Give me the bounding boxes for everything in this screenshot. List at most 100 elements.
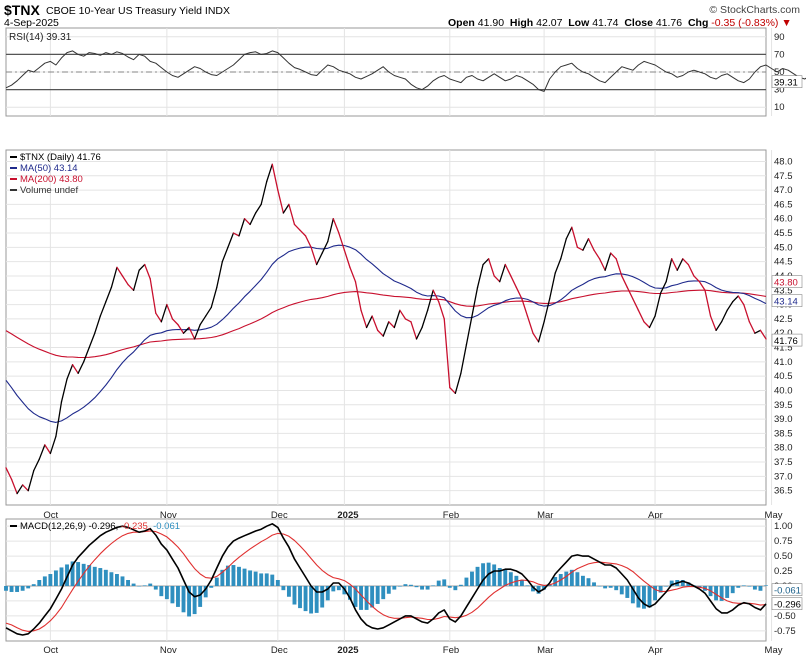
chg-label: Chg <box>687 17 709 29</box>
price-segment <box>121 275 129 286</box>
macd-histogram-bar <box>614 585 619 591</box>
price-segment <box>66 364 74 380</box>
price-segment <box>144 263 151 280</box>
price-segment <box>382 321 390 337</box>
macd-histogram-bar <box>187 585 192 617</box>
macd-histogram-bar <box>592 582 596 586</box>
price-tick-label: 48.0 <box>774 156 793 167</box>
macd-histogram-bar <box>298 585 302 609</box>
macd-histogram-bar <box>31 584 36 586</box>
macd-histogram-bar <box>653 585 657 601</box>
price-segment <box>99 301 107 317</box>
chart-date: 4-Sep-2025 <box>4 17 59 29</box>
macd-legend-part-2: -0.235, <box>121 521 153 532</box>
price-segment <box>27 469 35 492</box>
macd-histogram-bar <box>464 577 469 586</box>
macd-histogram-bar <box>131 583 136 586</box>
price-segment <box>377 329 384 337</box>
price-segment <box>654 292 662 317</box>
price-segment <box>571 226 579 248</box>
price-segment <box>565 226 573 240</box>
price-segment <box>332 218 340 234</box>
macd-histogram-bar <box>425 585 430 590</box>
price-tick-label: 41.5 <box>774 343 793 354</box>
price-segment <box>720 309 728 323</box>
price-segment <box>515 286 523 300</box>
price-segment <box>138 263 146 271</box>
price-segment <box>44 444 52 455</box>
price-segment <box>254 203 262 214</box>
macd-histogram-bar <box>536 585 541 594</box>
macd-histogram-bar <box>248 570 253 586</box>
macd-histogram-bar <box>220 569 225 586</box>
price-segment <box>399 309 407 320</box>
macd-histogram-bar <box>453 585 458 591</box>
price-segment <box>548 272 556 300</box>
chg-down-icon: ▼ <box>781 17 792 29</box>
price-segment <box>55 401 63 437</box>
macd-x-label: Apr <box>648 645 663 656</box>
ma50-line <box>5 244 767 423</box>
price-segment <box>493 275 501 283</box>
price-segment <box>610 252 617 260</box>
macd-histogram-bar <box>542 585 547 590</box>
price-segment <box>582 238 590 251</box>
price-segment <box>754 329 762 334</box>
price-segment <box>205 306 212 317</box>
macd-histogram-bar <box>120 576 125 586</box>
macd-histogram-bar <box>109 572 114 586</box>
price-segment <box>404 318 412 323</box>
ma50-last-value: 43.14 <box>774 297 798 308</box>
symbol-title: $TNX <box>4 2 40 18</box>
macd-histogram-bar <box>569 569 574 586</box>
price-segment <box>748 321 756 334</box>
macd-histogram-bar <box>76 562 81 586</box>
rsi-last-value: 39.31 <box>774 78 798 89</box>
macd-histogram-bar <box>336 585 341 591</box>
price-segment <box>365 315 373 329</box>
price-tick-label: 46.5 <box>774 199 793 210</box>
price-segment <box>310 246 318 266</box>
macd-x-label: Mar <box>537 645 553 656</box>
low-value: 41.74 <box>592 17 619 29</box>
rsi-tick-label: 50 <box>774 67 785 78</box>
macd-histogram-bar <box>531 585 535 592</box>
macd-histogram-bar <box>381 585 386 600</box>
price-segment <box>499 263 506 283</box>
price-segment <box>476 263 484 289</box>
macd-histogram-bar <box>331 585 336 592</box>
price-segment <box>33 458 40 472</box>
macd-tick-label: 1.00 <box>774 521 793 532</box>
macd-histogram-bar <box>137 585 142 587</box>
price-segment <box>482 258 490 266</box>
price-segment <box>698 281 706 291</box>
macd-histogram-bar <box>575 572 580 586</box>
macd-histogram-bar <box>126 580 130 586</box>
price-segment <box>277 189 285 214</box>
price-segment <box>271 163 279 191</box>
price-x-label: Dec <box>271 510 288 521</box>
price-segment <box>410 321 418 340</box>
macd-histogram-bar <box>752 585 757 590</box>
high-label: High <box>509 17 534 29</box>
macd-histogram-bar <box>597 585 602 587</box>
price-segment <box>510 275 518 289</box>
macd-x-label: 2025 <box>337 645 359 656</box>
price-tick-label: 42.5 <box>774 314 793 325</box>
price-segment <box>177 323 185 334</box>
macd-histogram-bar <box>664 585 669 587</box>
low-label: Low <box>568 17 590 29</box>
price-segment <box>360 309 368 329</box>
macd-histogram-bar <box>142 585 147 586</box>
macd-legend-swatch <box>10 525 17 527</box>
macd-histogram-bar <box>170 585 175 604</box>
macd-x-label: Nov <box>160 645 177 656</box>
macd-histogram-bar <box>719 585 724 601</box>
macd-histogram-bar <box>281 585 286 591</box>
price-tick-label: 42.0 <box>774 328 793 339</box>
price-segment <box>83 346 90 363</box>
macd-histogram-bar <box>259 573 264 586</box>
price-segment <box>94 315 101 334</box>
price-x-label: Apr <box>648 510 663 521</box>
